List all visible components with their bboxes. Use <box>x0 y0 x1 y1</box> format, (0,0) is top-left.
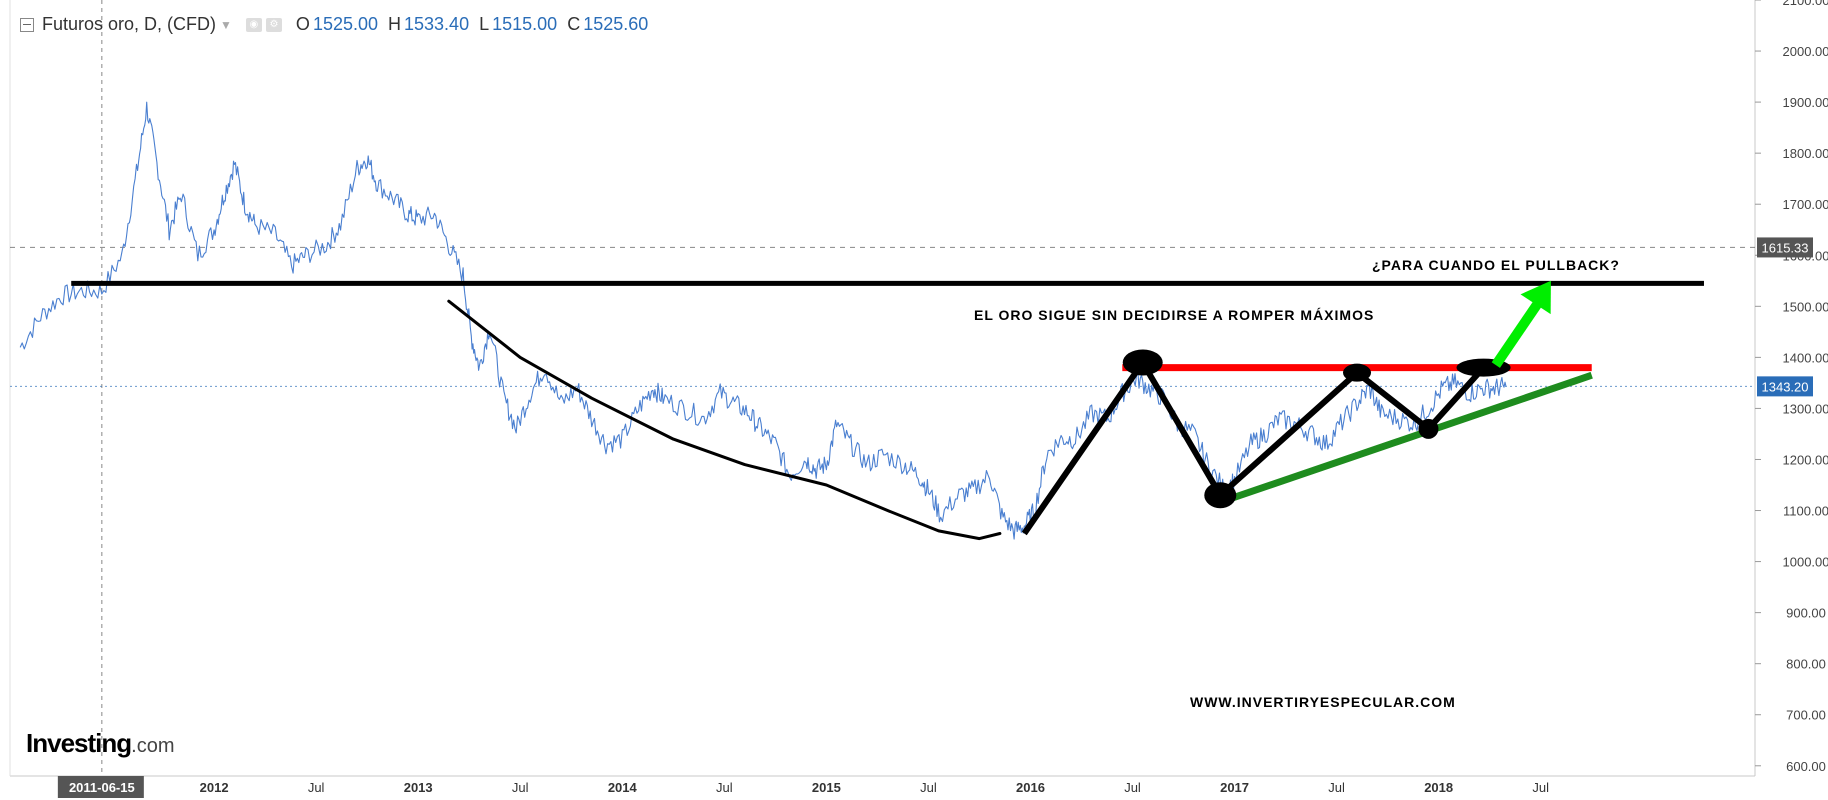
x-tick-label: 2017 <box>1220 780 1249 795</box>
cup-curve <box>447 299 1002 541</box>
annotation-maximos: EL ORO SIGUE SIN DECIDIRSE A ROMPER MÁXI… <box>974 307 1374 323</box>
pivot-marker <box>1343 363 1372 382</box>
x-tick-label: 2018 <box>1424 780 1453 795</box>
high-value: 1533.40 <box>404 14 470 34</box>
zigzag-pattern <box>1021 356 1486 536</box>
low-label: L <box>479 14 490 34</box>
settings-icon[interactable]: ⚙ <box>265 17 282 32</box>
y-tick-label: 2000.00 <box>1783 44 1828 59</box>
close-label: C <box>567 14 581 34</box>
y-tick-label: 1200.00 <box>1783 452 1828 467</box>
low-value: 1515.00 <box>492 14 558 34</box>
x-tick-label: 2016 <box>1016 780 1045 795</box>
y-tick-label: 1300.00 <box>1783 401 1828 416</box>
y-tick-label: 900.00 <box>1786 606 1826 621</box>
y-tick-label: 1900.00 <box>1783 95 1828 110</box>
x-tick-label: Jul <box>920 780 937 795</box>
x-tick-label: 2014 <box>608 780 638 795</box>
x-tick-label: Jul <box>512 780 529 795</box>
open-value: 1525.00 <box>312 14 379 34</box>
x-tick-label: Jul <box>308 780 325 795</box>
chart-legend[interactable]: Futuros oro, D, (CFD) ▼ ◉ ⚙ O 1525.00 H 15… <box>20 14 648 35</box>
annotation-pullback: ¿PARA CUANDO EL PULLBACK? <box>1372 257 1620 273</box>
y-tick-label: 800.00 <box>1786 657 1826 672</box>
price-tag-box <box>1757 376 1813 397</box>
close-value: 1525.60 <box>583 14 649 34</box>
y-tick-label: 1800.00 <box>1783 146 1828 161</box>
y-tick-label: 600.00 <box>1786 759 1826 774</box>
high-label: H <box>388 14 402 34</box>
y-tick-label: 2100.00 <box>1783 0 1828 8</box>
x-tick-label: Jul <box>1124 780 1141 795</box>
y-tick-label: 1100.00 <box>1783 504 1828 519</box>
x-tick-label: Jul <box>1532 780 1549 795</box>
x-tick-label: Jul <box>1328 780 1345 795</box>
logo-suffix: .com <box>131 735 175 757</box>
pivot-marker <box>1418 418 1439 439</box>
chevron-down-icon[interactable]: ▼ <box>220 17 232 32</box>
y-tick-label: 1700.00 <box>1783 197 1828 212</box>
pullback-arrow-shaft <box>1491 295 1546 368</box>
y-tick-label: 1500.00 <box>1783 299 1828 314</box>
investing-logo: Investing.com <box>26 728 174 759</box>
open-label: O <box>295 14 310 34</box>
price-tag-label: 1343.20 <box>1762 379 1809 394</box>
y-tick-label: 1400.00 <box>1783 350 1828 365</box>
collapse-icon[interactable] <box>20 17 34 32</box>
pivot-marker <box>1122 349 1163 376</box>
price-tag-label: 1615.33 <box>1762 240 1809 255</box>
y-tick-label: 1000.00 <box>1783 555 1828 570</box>
price-series-line <box>19 101 1507 540</box>
pivot-marker <box>1204 482 1237 509</box>
annotation-website: WWW.INVERTIRYESPECULAR.COM <box>1190 694 1456 710</box>
x-tick-label: 2011-06-15 <box>69 780 135 795</box>
x-tick-label: Jul <box>716 780 733 795</box>
logo-main: Investing <box>26 728 132 758</box>
eye-icon[interactable]: ◉ <box>245 17 262 32</box>
x-tick-label: 2012 <box>200 780 229 795</box>
price-tag-box <box>1757 237 1813 258</box>
pullback-arrow-head <box>1520 280 1551 315</box>
y-tick-label: 700.00 <box>1786 708 1826 723</box>
instrument-title: Futuros oro, D, (CFD) <box>42 14 217 34</box>
x-tick-label: 2015 <box>812 780 841 795</box>
crosshair-date-box <box>57 776 144 798</box>
support-green-line <box>1217 371 1593 507</box>
x-tick-label: 2013 <box>404 780 433 795</box>
